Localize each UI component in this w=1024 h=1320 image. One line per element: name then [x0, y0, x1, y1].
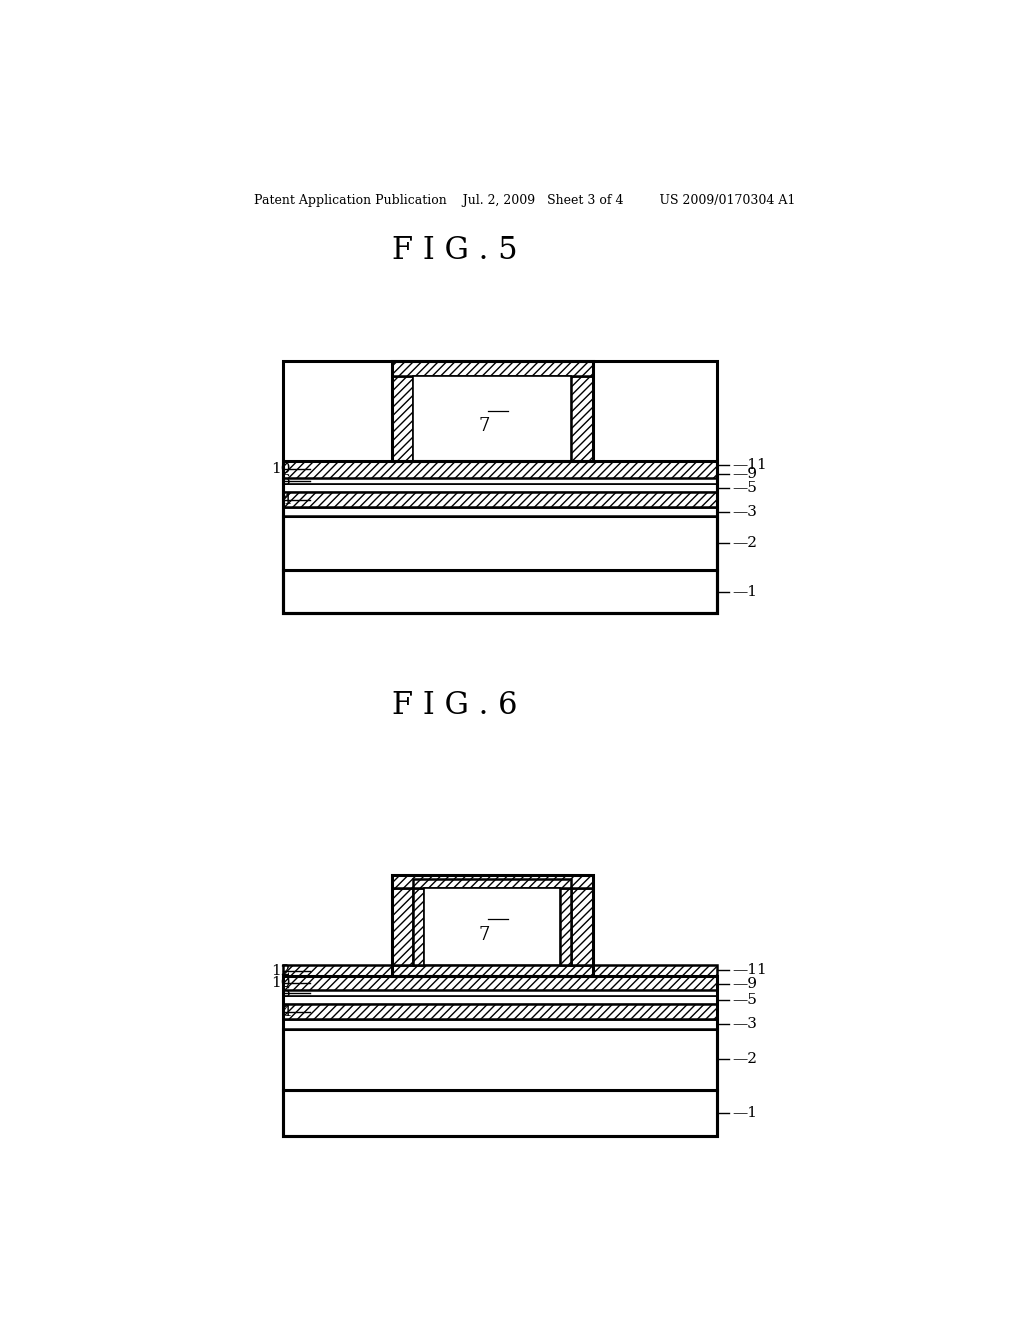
Bar — [283, 977, 717, 990]
Text: —1: —1 — [732, 1106, 758, 1121]
Bar — [571, 888, 593, 965]
Bar — [391, 376, 414, 461]
Text: 7: 7 — [479, 925, 490, 944]
Text: —1: —1 — [732, 585, 758, 598]
Bar — [283, 1019, 717, 1028]
Bar — [283, 997, 717, 1003]
Bar — [391, 360, 593, 461]
Text: 6—: 6— — [282, 986, 306, 1001]
Bar — [414, 376, 571, 461]
Text: —9: —9 — [732, 467, 758, 480]
Text: —5: —5 — [732, 480, 758, 495]
Bar — [283, 484, 717, 492]
Text: —9: —9 — [732, 977, 758, 991]
Text: —5: —5 — [732, 993, 758, 1007]
Bar — [283, 461, 717, 612]
Bar — [571, 376, 593, 461]
Bar — [283, 516, 717, 570]
Bar — [560, 888, 571, 965]
Text: —11: —11 — [732, 962, 767, 977]
Text: 12—: 12— — [271, 964, 306, 978]
Text: 4—: 4— — [282, 1005, 306, 1019]
Bar — [283, 570, 717, 612]
Bar — [283, 478, 717, 484]
Bar — [391, 874, 593, 888]
Bar — [283, 507, 717, 516]
Bar — [283, 990, 717, 997]
Text: —2: —2 — [732, 1052, 758, 1067]
Bar — [283, 965, 717, 977]
Bar — [283, 1028, 717, 1090]
Bar — [283, 977, 717, 1137]
Bar — [283, 1090, 717, 1137]
Text: —2: —2 — [732, 536, 758, 550]
Bar — [391, 874, 593, 977]
Bar — [283, 461, 717, 478]
Bar — [283, 1003, 717, 1019]
Bar — [414, 888, 424, 965]
Bar — [391, 888, 414, 965]
Text: —11: —11 — [732, 458, 767, 473]
Bar — [424, 888, 560, 965]
Text: 10—: 10— — [271, 462, 306, 477]
Text: F I G . 6: F I G . 6 — [391, 689, 517, 721]
Text: F I G . 5: F I G . 5 — [391, 235, 517, 267]
Bar — [391, 360, 593, 376]
Bar — [283, 360, 717, 612]
Bar — [414, 879, 571, 888]
Text: 6—: 6— — [282, 474, 306, 488]
Bar — [283, 492, 717, 507]
Text: 4—: 4— — [282, 492, 306, 507]
Text: 7: 7 — [479, 417, 490, 436]
Text: —3: —3 — [732, 504, 758, 519]
Text: Patent Application Publication    Jul. 2, 2009   Sheet 3 of 4         US 2009/01: Patent Application Publication Jul. 2, 2… — [254, 194, 796, 207]
Text: —3: —3 — [732, 1016, 758, 1031]
Text: 10—: 10— — [271, 975, 306, 990]
